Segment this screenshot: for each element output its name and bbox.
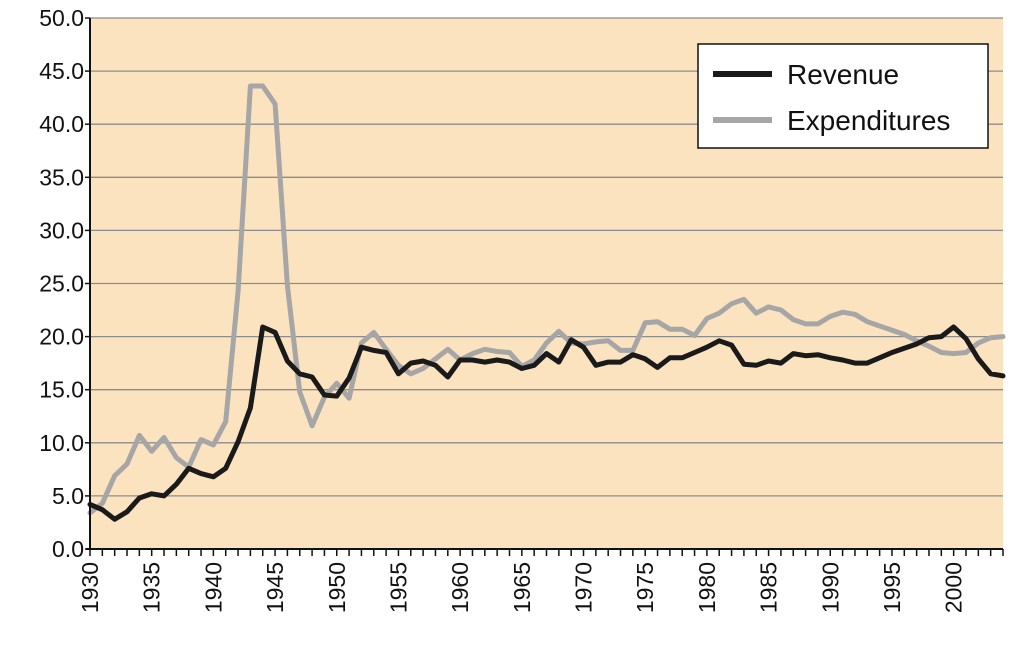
legend: Revenue Expenditures [697,43,989,149]
legend-box [697,43,989,149]
x-axis-tick-labels: 1930 1935 1940 1945 1950 1955 1960 1965 1970 1975… [77,562,967,613]
series-line-revenue [87,324,1006,522]
x-tick-label: 1960 [447,562,473,613]
y-tick-label: 20.0 [39,324,84,350]
y-tick-label: 10.0 [39,430,84,456]
x-tick-label: 1945 [262,562,288,613]
y-tick-label: 40.0 [39,111,84,137]
y-axis-tick-labels: 0.0 5.0 10.0 15.0 20.0 25.0 30.0 35.0 40.0 45.0 50… [39,5,84,562]
series-lines [87,83,1006,522]
x-tick-label: 1995 [879,562,905,613]
y-tick-label: 30.0 [39,217,84,243]
y-tick-label: 50.0 [39,5,84,31]
series-line-expenditures [87,83,1006,516]
x-tick-label: 1975 [632,562,658,613]
x-tick-label: 1930 [77,562,103,613]
legend-label-revenue: Revenue [787,59,899,90]
x-tick-label: 1980 [694,562,720,613]
x-tick-label: 1940 [200,562,226,613]
y-tick-label: 35.0 [39,164,84,190]
y-tick-label: 45.0 [39,58,84,84]
x-tick-label: 1985 [756,562,782,613]
axes [85,17,1004,556]
horizontal-gridlines [90,17,1003,497]
x-tick-label: 1950 [324,562,350,613]
x-tick-label: 1965 [509,562,535,613]
x-tick-label: 2000 [941,562,967,613]
x-tick-label: 1990 [817,562,843,613]
x-tick-label: 1935 [139,562,165,613]
legend-label-expenditures: Expenditures [787,105,950,136]
y-tick-label: 15.0 [39,377,84,403]
x-tick-label: 1955 [385,562,411,613]
y-tick-label: 25.0 [39,271,84,297]
x-tick-label: 1970 [571,562,597,613]
y-tick-label: 5.0 [52,483,84,509]
y-tick-label: 0.0 [52,536,84,562]
